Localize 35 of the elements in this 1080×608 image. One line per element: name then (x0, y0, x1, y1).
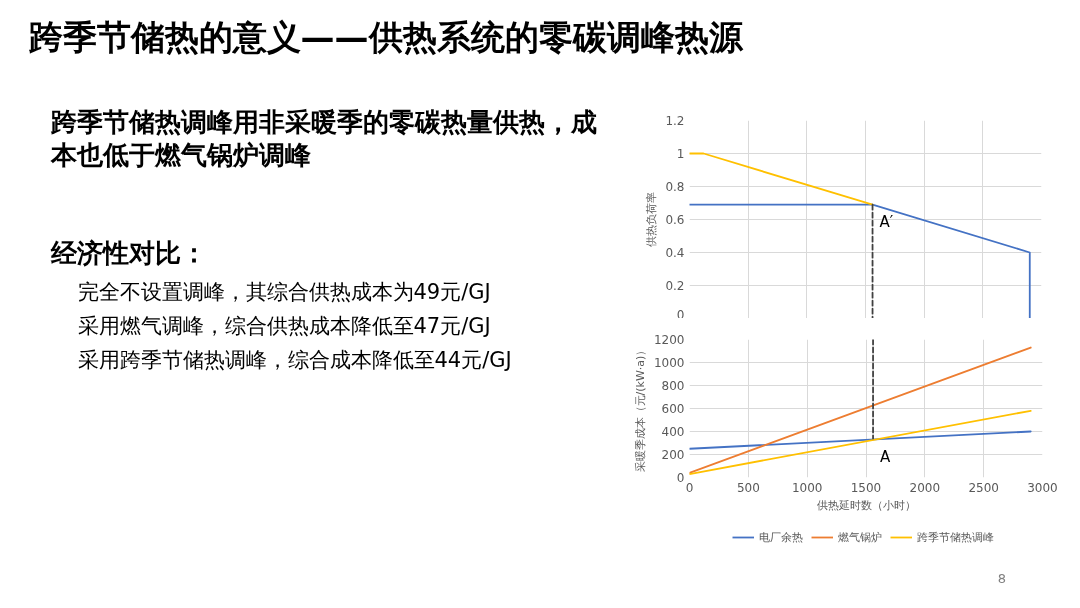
x-axis-title: 供热延时数（小时） (816, 498, 916, 512)
text: 8 (997, 571, 1006, 586)
y-tick-label: 0.2 (665, 279, 685, 293)
text: 完全不设置调峰，其综合供热成本为49元/GJ (77, 279, 491, 304)
y-axis-title: 采暖季成本（元/(kW·a)） (633, 344, 647, 473)
x-tick-label: 1000 (791, 480, 823, 495)
text: 采用跨季节储热调峰，综合成本降低至44元/GJ (77, 347, 512, 372)
y-tick-label: 0 (676, 307, 685, 322)
legend-label: 跨季节储热调峰 (916, 529, 994, 545)
x-tick-label: 1500 (850, 480, 882, 495)
text: 跨季节储热调峰用非采暖季的零碳热量供热，成本也低于燃气锅炉调峰 (49, 106, 597, 171)
text: 采用燃气调峰，综合供热成本降低至47元/GJ (77, 313, 491, 338)
y-tick-label: 1000 (653, 356, 685, 370)
annotation: A′ (879, 212, 894, 231)
annotation: A (880, 447, 892, 466)
x-tick-label: 2000 (909, 480, 941, 495)
y-axis-title: 供热负荷率 (645, 192, 659, 247)
y-tick-label: 800 (661, 379, 685, 393)
legend-label: 燃气锅炉 (837, 529, 882, 545)
text: 经济性对比： (49, 237, 207, 268)
y-tick-label: 0 (676, 471, 685, 485)
y-tick-label: 0.6 (665, 213, 685, 227)
x-tick-label: 3000 (1027, 480, 1058, 495)
x-tick-label: 500 (736, 480, 760, 495)
y-tick-label: 600 (661, 402, 685, 416)
x-tick-label: 2500 (968, 480, 999, 495)
legend-label: 电厂余热 (758, 529, 803, 545)
y-tick-label: 1200 (653, 333, 685, 347)
text: 跨季节储热的意义——供热系统的零碳调峰热源 (27, 16, 744, 57)
y-tick-label: 400 (661, 425, 685, 439)
y-tick-label: 1 (676, 147, 685, 161)
y-tick-label: 200 (661, 448, 685, 462)
y-tick-label: 0.4 (665, 246, 685, 260)
y-tick-label: 1.2 (665, 114, 685, 128)
y-tick-label: 0.8 (665, 180, 685, 194)
